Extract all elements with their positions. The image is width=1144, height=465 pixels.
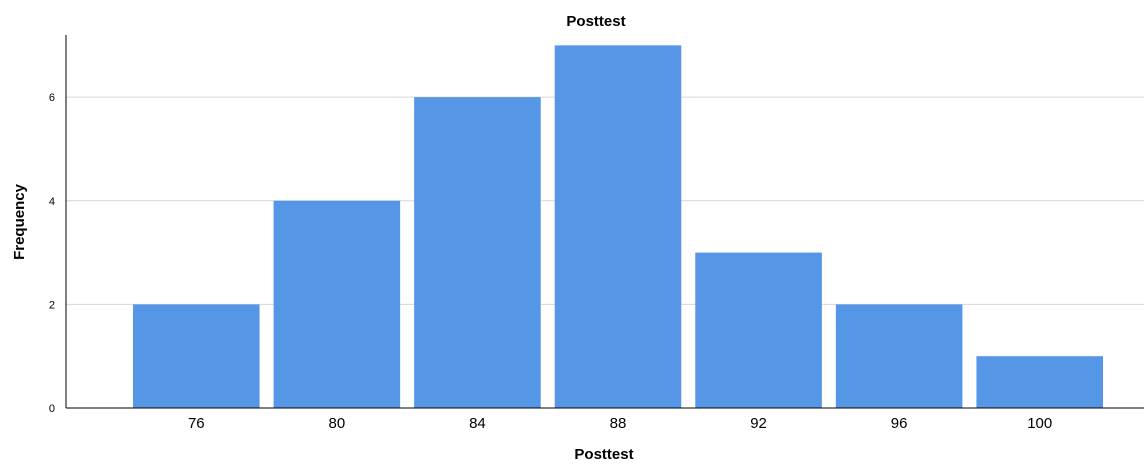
axes xyxy=(65,35,1144,409)
chart-title: Posttest xyxy=(566,13,625,30)
bar-100 xyxy=(976,356,1103,408)
y-tick-label: 2 xyxy=(49,299,55,311)
x-tick-label: 84 xyxy=(469,415,486,432)
x-tick-label: 100 xyxy=(1027,415,1052,432)
bar-76 xyxy=(133,304,260,408)
y-axis-title: Frequency xyxy=(11,183,28,260)
bar-88 xyxy=(554,45,682,408)
bar-80 xyxy=(273,200,401,408)
x-tick-label: 88 xyxy=(610,415,627,432)
y-tick-labels: 0 2 4 6 xyxy=(49,92,55,415)
y-tick-label: 6 xyxy=(49,92,55,104)
y-tick-label: 4 xyxy=(49,196,55,208)
x-tick-label: 80 xyxy=(329,415,346,432)
bar-84 xyxy=(414,97,541,409)
x-axis-title: Posttest xyxy=(574,446,633,460)
x-tick-label: 76 xyxy=(188,415,205,432)
bar-96 xyxy=(835,304,963,408)
x-tick-label: 92 xyxy=(750,415,767,432)
bar-92 xyxy=(695,252,822,408)
x-tick-labels: 76 80 84 88 92 96 100 xyxy=(188,415,1052,432)
x-tick-label: 96 xyxy=(891,415,908,432)
y-tick-label: 0 xyxy=(49,403,55,415)
bars xyxy=(133,45,1103,409)
